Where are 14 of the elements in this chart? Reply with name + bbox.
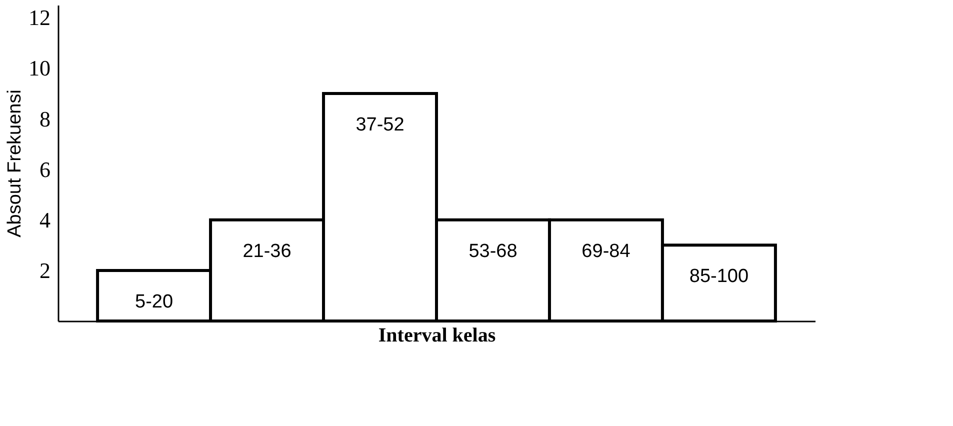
y-tick-label: 12 [28, 5, 50, 30]
x-tick-label: 85-100 [689, 266, 749, 288]
x-axis-title: Interval kelas [378, 324, 496, 346]
y-tick-label: 4 [40, 207, 50, 232]
y-axis-title: Absout Frekuensi [4, 90, 26, 238]
x-tick-label: 69-84 [582, 240, 631, 262]
x-tick-label: 5-20 [135, 291, 174, 312]
y-tick-label: 10 [28, 56, 50, 81]
y-tick-label: 6 [40, 156, 50, 182]
x-tick-label: 37-52 [356, 114, 404, 136]
y-tick-label: 8 [40, 106, 50, 132]
x-tick-label: 21-36 [242, 240, 292, 262]
y-tick-label: 2 [40, 258, 50, 283]
x-tick-label: 53-68 [468, 240, 518, 262]
